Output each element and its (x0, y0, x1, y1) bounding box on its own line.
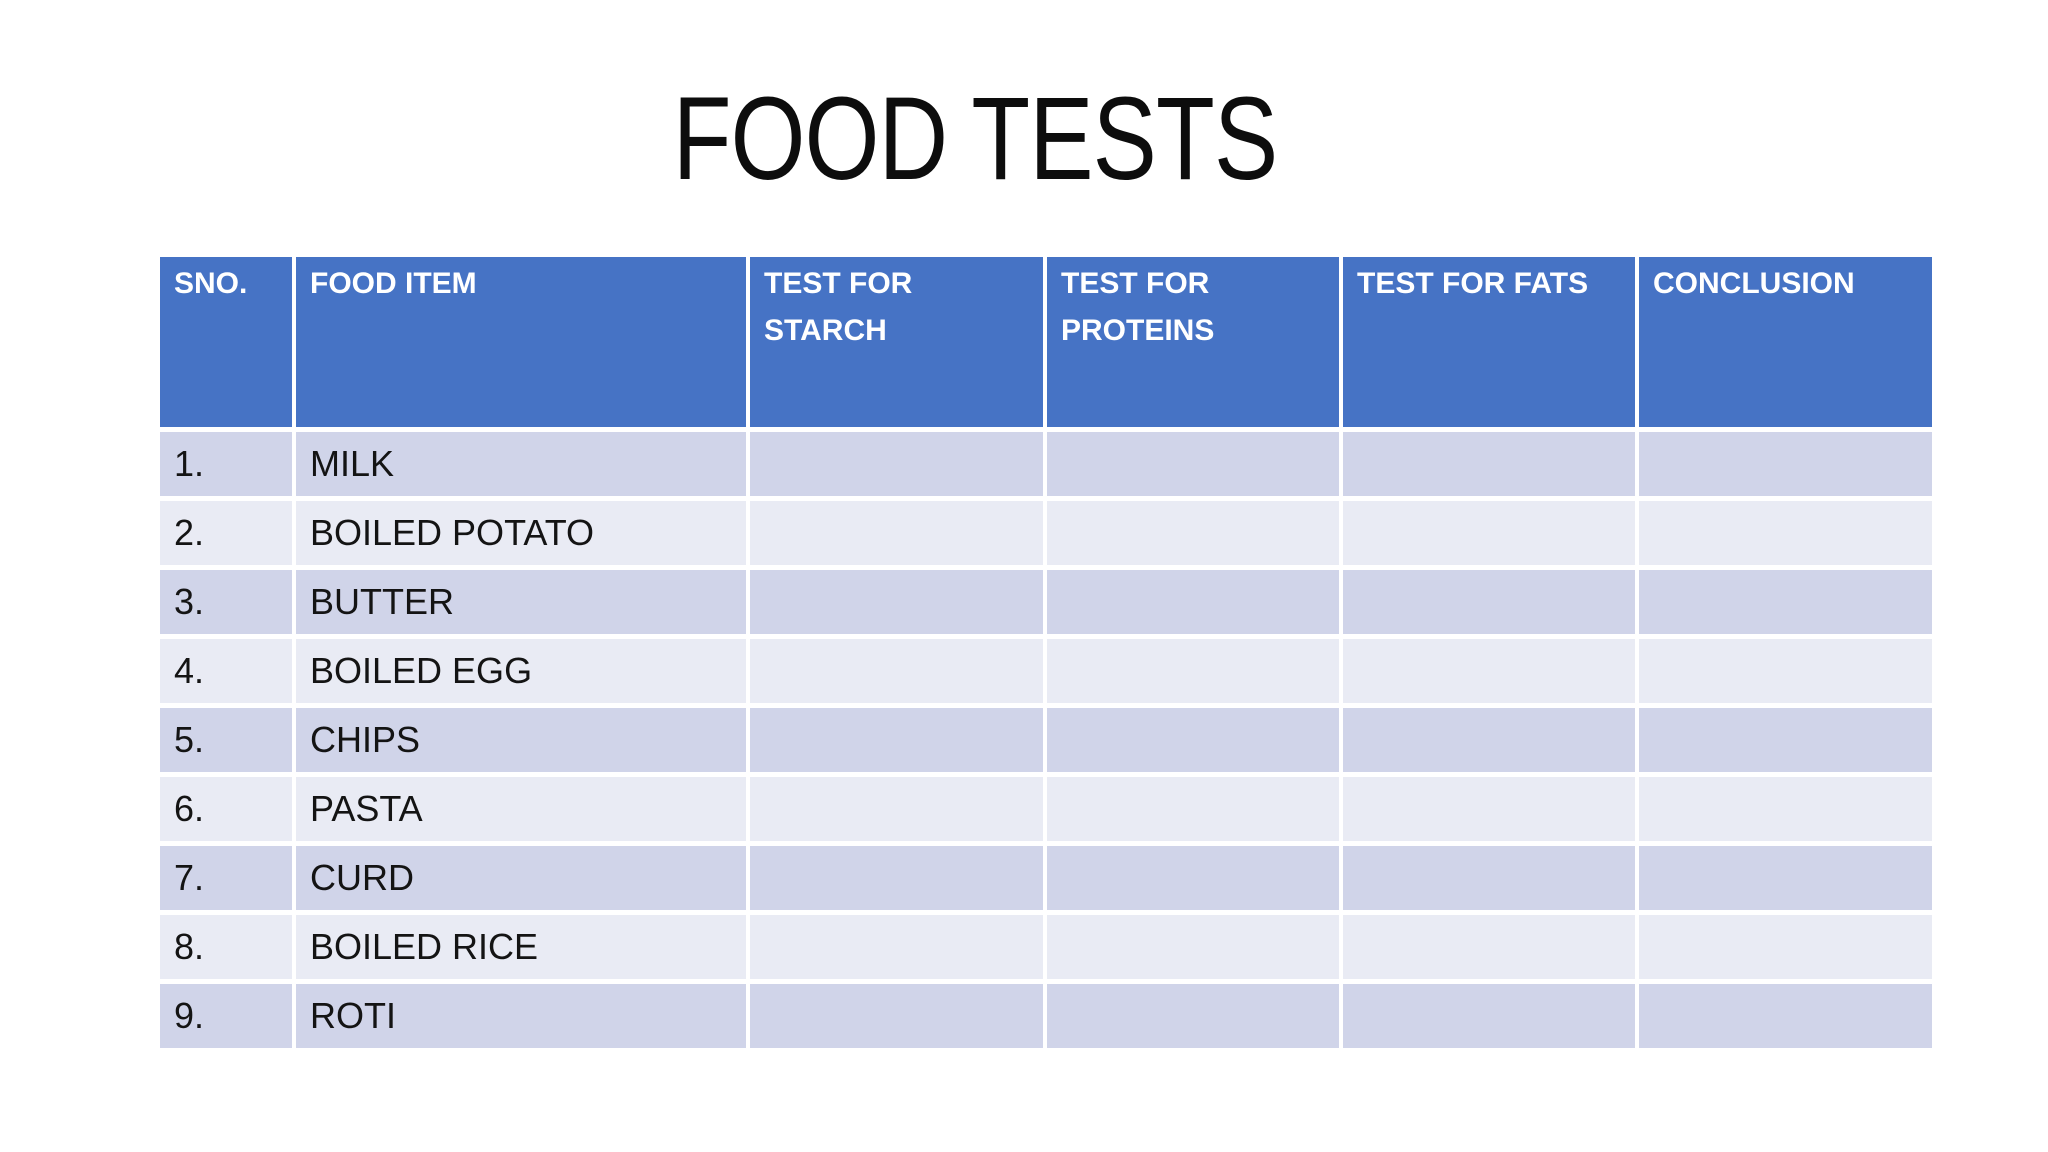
fats-cell (1343, 915, 1635, 979)
sno-cell: 4. (160, 639, 292, 703)
food-tests-table: SNO. FOOD ITEM TEST FOR STARCH TEST FOR … (156, 252, 1936, 1053)
table-row: 5. CHIPS (160, 708, 1932, 772)
food-item-cell: BOILED POTATO (296, 501, 746, 565)
column-header-sno: SNO. (160, 257, 292, 427)
sno-cell: 3. (160, 570, 292, 634)
proteins-cell (1047, 501, 1339, 565)
conclusion-cell (1639, 915, 1932, 979)
table-row: 1. MILK (160, 432, 1932, 496)
food-item-cell: PASTA (296, 777, 746, 841)
table-row: 8. BOILED RICE (160, 915, 1932, 979)
proteins-cell (1047, 777, 1339, 841)
conclusion-cell (1639, 639, 1932, 703)
sno-cell: 9. (160, 984, 292, 1048)
sno-cell: 1. (160, 432, 292, 496)
starch-cell (750, 501, 1043, 565)
starch-cell (750, 570, 1043, 634)
table-row: 9. ROTI (160, 984, 1932, 1048)
fats-cell (1343, 639, 1635, 703)
conclusion-cell (1639, 570, 1932, 634)
table-row: 2. BOILED POTATO (160, 501, 1932, 565)
food-item-cell: CURD (296, 846, 746, 910)
food-item-cell: BOILED RICE (296, 915, 746, 979)
proteins-cell (1047, 708, 1339, 772)
starch-cell (750, 915, 1043, 979)
conclusion-cell (1639, 708, 1932, 772)
sno-cell: 2. (160, 501, 292, 565)
table-row: 3. BUTTER (160, 570, 1932, 634)
proteins-cell (1047, 984, 1339, 1048)
table-row: 7. CURD (160, 846, 1932, 910)
proteins-cell (1047, 432, 1339, 496)
starch-cell (750, 777, 1043, 841)
food-item-cell: BOILED EGG (296, 639, 746, 703)
fats-cell (1343, 984, 1635, 1048)
fats-cell (1343, 501, 1635, 565)
food-item-cell: ROTI (296, 984, 746, 1048)
fats-cell (1343, 708, 1635, 772)
column-header-conclusion: CONCLUSION (1639, 257, 1932, 427)
starch-cell (750, 639, 1043, 703)
proteins-cell (1047, 570, 1339, 634)
column-header-starch: TEST FOR STARCH (750, 257, 1043, 427)
proteins-cell (1047, 846, 1339, 910)
table-row: 4. BOILED EGG (160, 639, 1932, 703)
column-header-proteins: TEST FOR PROTEINS (1047, 257, 1339, 427)
starch-cell (750, 708, 1043, 772)
food-item-cell: CHIPS (296, 708, 746, 772)
fats-cell (1343, 777, 1635, 841)
conclusion-cell (1639, 432, 1932, 496)
sno-cell: 5. (160, 708, 292, 772)
sno-cell: 7. (160, 846, 292, 910)
food-item-cell: MILK (296, 432, 746, 496)
conclusion-cell (1639, 846, 1932, 910)
conclusion-cell (1639, 984, 1932, 1048)
sno-cell: 6. (160, 777, 292, 841)
column-header-fats: TEST FOR FATS (1343, 257, 1635, 427)
conclusion-cell (1639, 501, 1932, 565)
starch-cell (750, 432, 1043, 496)
page-title: FOOD TESTS (672, 73, 1278, 205)
table-header-row: SNO. FOOD ITEM TEST FOR STARCH TEST FOR … (160, 257, 1932, 427)
conclusion-cell (1639, 777, 1932, 841)
starch-cell (750, 984, 1043, 1048)
fats-cell (1343, 846, 1635, 910)
table-row: 6. PASTA (160, 777, 1932, 841)
proteins-cell (1047, 639, 1339, 703)
fats-cell (1343, 570, 1635, 634)
column-header-food-item: FOOD ITEM (296, 257, 746, 427)
fats-cell (1343, 432, 1635, 496)
sno-cell: 8. (160, 915, 292, 979)
proteins-cell (1047, 915, 1339, 979)
food-item-cell: BUTTER (296, 570, 746, 634)
starch-cell (750, 846, 1043, 910)
